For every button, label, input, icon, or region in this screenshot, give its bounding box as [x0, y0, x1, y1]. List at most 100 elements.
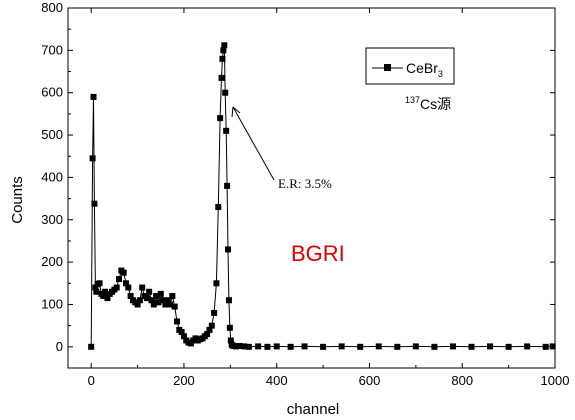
data-point — [215, 204, 222, 211]
source-mass-number: 137 — [405, 95, 420, 105]
data-point — [236, 342, 243, 349]
data-point — [375, 343, 382, 350]
data-point — [91, 200, 98, 207]
x-tick-label: 600 — [359, 373, 381, 388]
y-tick-label: 100 — [41, 296, 63, 311]
y-axis-title: Counts — [9, 176, 26, 224]
data-point — [100, 293, 107, 299]
data-point — [162, 301, 169, 308]
legend-marker — [384, 64, 391, 71]
er-arrow-head — [231, 106, 241, 118]
x-tick-label: 0 — [88, 373, 95, 388]
data-point — [449, 343, 456, 350]
data-point — [213, 280, 220, 287]
bgri-watermark: BGRI — [291, 241, 345, 266]
data-point — [120, 269, 127, 276]
data-point — [134, 301, 141, 308]
data-point — [167, 301, 174, 308]
x-tick-label: 800 — [451, 373, 473, 388]
data-point — [127, 293, 134, 299]
data-point — [160, 297, 167, 304]
data-point — [226, 324, 233, 331]
data-point — [171, 303, 178, 310]
data-point — [219, 55, 226, 62]
y-tick-label: 300 — [41, 212, 63, 227]
data-point — [220, 47, 227, 54]
data-point — [221, 42, 228, 49]
data-point — [139, 284, 146, 291]
data-point — [241, 343, 248, 350]
source-label: Cs源 — [420, 96, 451, 112]
plot-area: 0 200 400 600 800 1000 0 100 200 300 400 500 600 700 8… — [41, 0, 569, 388]
data-point — [173, 318, 180, 325]
plot-frame — [67, 7, 556, 369]
data-point — [157, 290, 164, 297]
data-point — [412, 343, 419, 350]
x-tick-label: 400 — [266, 373, 288, 388]
data-point — [104, 295, 111, 302]
data-point — [487, 343, 494, 350]
data-point — [431, 343, 438, 350]
data-point — [468, 343, 475, 350]
x-axis-title: channel — [287, 401, 340, 418]
legend: CeBr3 — [365, 47, 455, 85]
data-point — [222, 89, 229, 96]
data-point — [102, 288, 109, 295]
data-point — [93, 288, 100, 295]
data-point — [264, 343, 271, 350]
er-annotation: E.R: 3.5% — [278, 176, 332, 191]
er-arrow-shaft — [232, 106, 275, 181]
data-point — [178, 329, 185, 335]
data-point — [143, 295, 150, 302]
data-point — [217, 115, 224, 122]
data-point — [146, 288, 153, 295]
data-point — [320, 343, 327, 350]
data-point — [211, 309, 218, 316]
data-point — [92, 284, 99, 291]
data-point — [505, 343, 512, 350]
y-tick-label: 500 — [41, 127, 63, 142]
data-point — [125, 284, 132, 291]
data-point — [180, 333, 187, 340]
x-tick-label: 1000 — [541, 373, 570, 388]
data-point — [169, 293, 176, 299]
data-point — [301, 343, 308, 350]
data-point — [542, 343, 549, 350]
data-point — [90, 93, 97, 100]
data-point — [357, 343, 364, 350]
data-point — [113, 284, 120, 291]
data-point — [225, 246, 232, 253]
data-point — [122, 280, 129, 287]
data-point — [524, 343, 531, 350]
y-tick-label: 0 — [56, 339, 63, 354]
source-annotation: 137Cs源 — [405, 95, 451, 112]
data-point — [218, 74, 225, 81]
data-point — [96, 280, 103, 287]
data-point — [232, 343, 239, 350]
data-point — [208, 322, 215, 329]
data-point — [223, 127, 230, 134]
data-point — [394, 343, 401, 350]
data-point — [116, 276, 123, 283]
y-tick-label: 400 — [41, 169, 63, 184]
data-point — [136, 297, 143, 304]
y-tick-label: 800 — [41, 0, 63, 15]
data-point — [549, 343, 556, 350]
y-tick-label: 600 — [41, 85, 63, 100]
data-point — [255, 343, 262, 350]
data-point — [224, 182, 231, 189]
data-point — [153, 293, 160, 299]
x-tick-label: 200 — [173, 373, 195, 388]
legend-box — [365, 47, 455, 85]
data-point — [287, 343, 294, 350]
data-point — [164, 297, 171, 304]
legend-label-subscript: 3 — [438, 69, 443, 79]
data-point — [273, 343, 280, 350]
data-point — [150, 301, 157, 308]
y-tick-label: 700 — [41, 42, 63, 57]
data-point — [245, 343, 252, 350]
y-tick-label: 200 — [41, 254, 63, 269]
data-point — [89, 155, 96, 162]
legend-label: CeBr3 — [406, 60, 443, 79]
data-point — [338, 343, 345, 350]
